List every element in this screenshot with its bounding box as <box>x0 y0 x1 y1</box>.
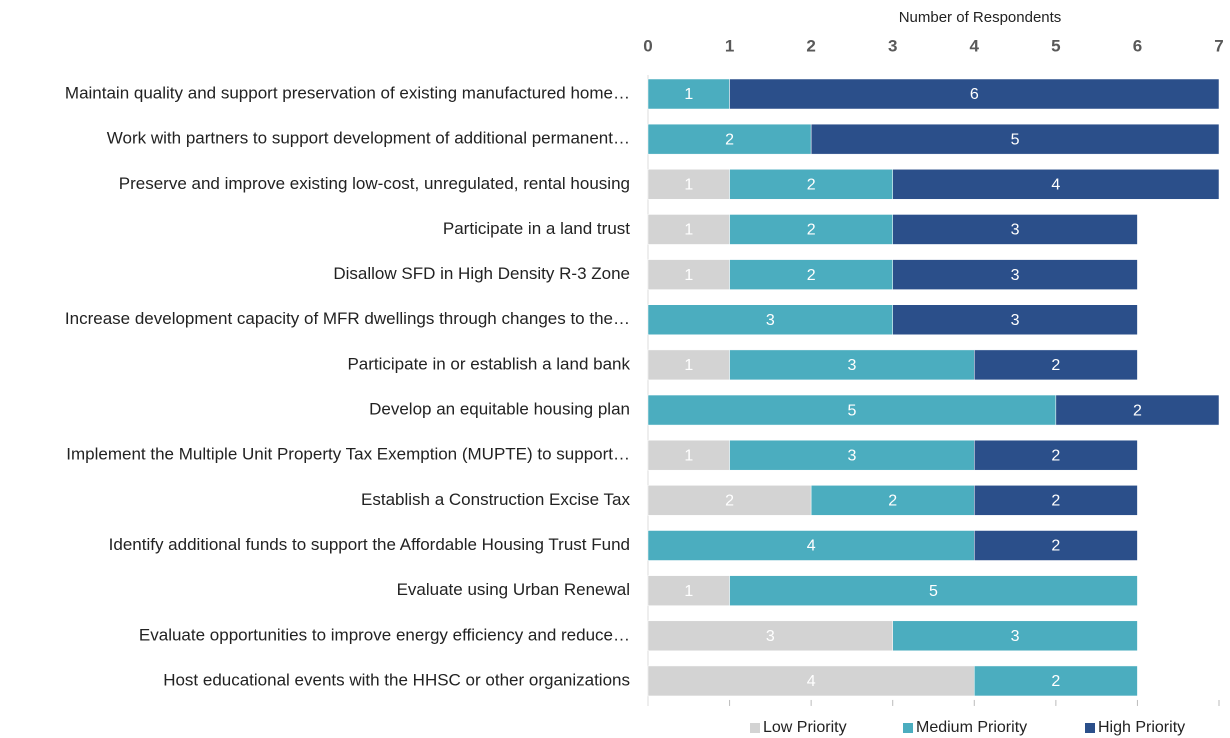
bar-segment <box>647 485 812 516</box>
bar-segment <box>974 349 1138 381</box>
bar-segment <box>892 169 1220 200</box>
bar-segment <box>892 620 1138 652</box>
bar-segment <box>810 485 975 516</box>
bar-segment <box>647 439 730 471</box>
bar-segment <box>647 349 730 381</box>
bar-segment <box>729 214 893 245</box>
bar-segment <box>729 78 1220 110</box>
y-tick-label: Implement the Multiple Unit Property Tax… <box>66 445 630 464</box>
legend-swatch <box>750 723 760 733</box>
value-label: 5 <box>1011 131 1020 148</box>
x-axis-title: Number of Respondents <box>899 9 1062 26</box>
bar-segment <box>647 304 893 335</box>
x-tick-label: 0 <box>643 36 652 55</box>
value-label: 1 <box>684 583 693 600</box>
value-label: 1 <box>684 222 693 239</box>
bar-segment <box>810 123 1220 155</box>
bar-segment <box>729 439 975 471</box>
y-tick-label: Establish a Construction Excise Tax <box>361 490 630 509</box>
value-label: 3 <box>1011 628 1020 645</box>
legend-label: Low Priority <box>763 719 847 736</box>
value-label: 5 <box>929 583 938 600</box>
legend-swatch <box>903 723 913 733</box>
value-label: 2 <box>807 177 816 194</box>
y-tick-label: Preserve and improve existing low-cost, … <box>119 174 630 193</box>
value-label: 2 <box>807 267 816 284</box>
y-tick-label: Identify additional funds to support the… <box>109 535 630 554</box>
x-tick-label: 1 <box>725 36 734 55</box>
legend-swatch <box>1085 723 1095 733</box>
x-tick-label: 2 <box>806 36 815 55</box>
value-label: 2 <box>725 131 734 148</box>
y-tick-label: Participate in a land trust <box>443 219 630 238</box>
value-label: 4 <box>1051 177 1060 194</box>
legend-label: Medium Priority <box>916 719 1027 736</box>
bar-segment <box>974 530 1138 561</box>
bar-segment <box>729 169 893 200</box>
bar-segment <box>647 394 1057 426</box>
y-tick-label: Increase development capacity of MFR dwe… <box>65 309 630 328</box>
y-tick-label: Work with partners to support developmen… <box>107 129 630 148</box>
value-label: 2 <box>1051 357 1060 374</box>
y-tick-label: Host educational events with the HHSC or… <box>163 670 630 689</box>
bar-segment <box>647 169 730 200</box>
value-label: 2 <box>807 222 816 239</box>
y-tick-label: Evaluate using Urban Renewal <box>397 580 630 599</box>
y-tick-label: Develop an equitable housing plan <box>369 400 630 419</box>
bar-segment <box>647 665 975 697</box>
y-tick-label: Maintain quality and support preservatio… <box>65 83 630 102</box>
bar-segment <box>647 530 975 561</box>
value-label: 1 <box>684 267 693 284</box>
bar-segment <box>1055 394 1220 426</box>
value-label: 3 <box>847 447 856 464</box>
value-label: 2 <box>1051 538 1060 555</box>
value-label: 3 <box>1011 222 1020 239</box>
bar-segment <box>729 575 1138 606</box>
x-tick-label: 3 <box>888 36 897 55</box>
value-label: 1 <box>684 447 693 464</box>
bar-segment <box>647 123 812 155</box>
value-label: 1 <box>684 86 693 103</box>
value-label: 3 <box>766 628 775 645</box>
value-label: 4 <box>807 538 816 555</box>
bar-segment <box>647 214 730 245</box>
bar-segment <box>974 439 1138 471</box>
bar-segment <box>892 304 1138 335</box>
x-tick-label: 7 <box>1214 36 1223 55</box>
y-tick-label: Participate in or establish a land bank <box>347 354 630 373</box>
x-tick-label: 4 <box>970 36 980 55</box>
legend-label: High Priority <box>1098 719 1185 736</box>
value-label: 6 <box>970 86 979 103</box>
value-label: 2 <box>1051 673 1060 690</box>
x-tick-label: 5 <box>1051 36 1060 55</box>
bar-segment <box>974 665 1138 697</box>
value-label: 1 <box>684 357 693 374</box>
value-label: 4 <box>807 673 816 690</box>
value-label: 2 <box>888 493 897 510</box>
bar-segment <box>974 485 1138 516</box>
value-label: 2 <box>1133 402 1142 419</box>
bar-segment <box>892 214 1138 245</box>
value-label: 2 <box>1051 493 1060 510</box>
value-label: 3 <box>1011 267 1020 284</box>
x-tick-label: 6 <box>1133 36 1142 55</box>
value-label: 3 <box>1011 312 1020 329</box>
bar-segment <box>892 259 1138 290</box>
value-label: 5 <box>847 402 856 419</box>
value-label: 1 <box>684 177 693 194</box>
bar-segment <box>647 620 893 652</box>
bar-segment <box>729 349 975 381</box>
y-tick-label: Evaluate opportunities to improve energy… <box>139 625 630 644</box>
value-label: 3 <box>847 357 856 374</box>
value-label: 2 <box>1051 447 1060 464</box>
y-tick-label: Disallow SFD in High Density R-3 Zone <box>333 264 630 283</box>
bar-segment <box>647 259 730 290</box>
value-label: 2 <box>725 493 734 510</box>
value-label: 3 <box>766 312 775 329</box>
